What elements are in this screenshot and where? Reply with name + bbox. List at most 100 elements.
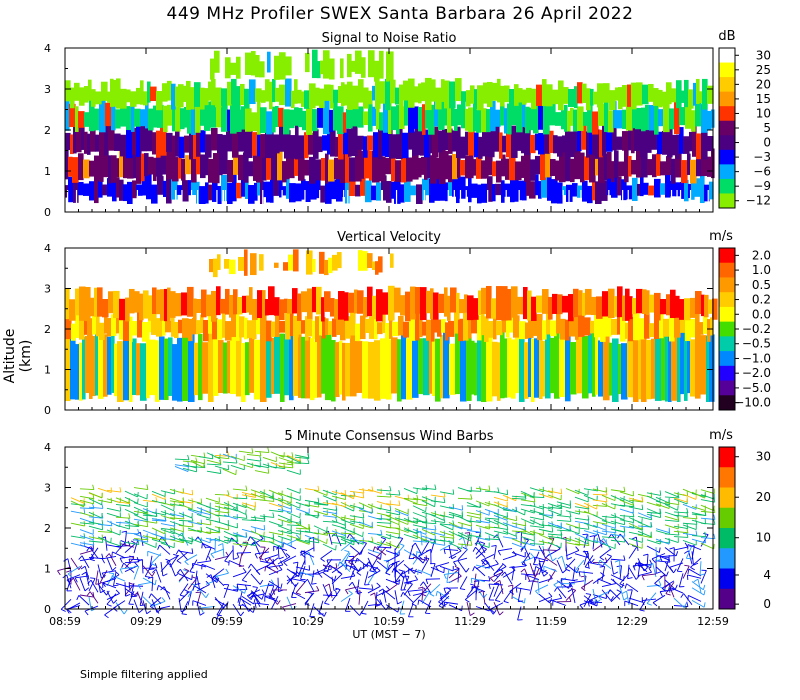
wind-barb bbox=[349, 494, 364, 499]
heatmap-gap bbox=[304, 190, 306, 204]
wind-barb-flag bbox=[248, 607, 253, 612]
wind-barb-flag bbox=[650, 562, 652, 568]
wind-barb-flag bbox=[111, 551, 113, 557]
wind-barb bbox=[160, 562, 164, 577]
wind-barb bbox=[358, 542, 367, 556]
wind-barb-flag bbox=[509, 591, 515, 595]
wind-barb bbox=[655, 503, 670, 509]
heatmap-cell bbox=[598, 147, 605, 183]
wind-barb-flag bbox=[600, 538, 604, 543]
wind-barb bbox=[142, 499, 157, 503]
wind-barb-flag bbox=[320, 558, 325, 562]
wind-barb-flag bbox=[66, 570, 72, 573]
wind-barb bbox=[250, 516, 265, 520]
heatmap-cell bbox=[649, 105, 655, 131]
heatmap-cell bbox=[588, 333, 593, 394]
heatmap-cell bbox=[608, 110, 614, 133]
wind-barb bbox=[475, 500, 490, 507]
heatmap-cell bbox=[120, 88, 127, 109]
wind-barb bbox=[304, 499, 319, 504]
heatmap-cell bbox=[92, 335, 96, 397]
heatmap-cell bbox=[232, 174, 237, 202]
heatmap-cell bbox=[238, 256, 245, 271]
wind-barb bbox=[238, 463, 253, 469]
heatmap-cell bbox=[452, 130, 457, 152]
heatmap-cell bbox=[412, 148, 419, 180]
wind-barb bbox=[223, 536, 238, 542]
heatmap-cell bbox=[456, 126, 461, 158]
heatmap-cell bbox=[640, 176, 644, 197]
heatmap-cell bbox=[704, 294, 709, 318]
heatmap-cell bbox=[282, 186, 287, 196]
wind-barb bbox=[187, 521, 202, 526]
figure-title: 449 MHz Profiler SWEX Santa Barbara 26 A… bbox=[166, 4, 634, 24]
heatmap-cell bbox=[274, 55, 280, 80]
heatmap-cell bbox=[524, 150, 531, 182]
wind-barb bbox=[142, 535, 157, 540]
wind-barb-flag bbox=[254, 603, 257, 609]
wind-barb bbox=[610, 503, 625, 507]
heatmap-cell bbox=[205, 155, 209, 176]
heatmap-cell bbox=[648, 185, 655, 196]
heatmap-cell bbox=[562, 295, 569, 313]
heatmap-cell bbox=[687, 153, 691, 175]
heatmap-cell bbox=[123, 330, 130, 401]
heatmap-cell bbox=[535, 133, 539, 151]
heatmap-cell bbox=[418, 157, 422, 178]
wind-barb-flag bbox=[219, 468, 222, 474]
heatmap-cell bbox=[117, 341, 124, 402]
heatmap-cell bbox=[187, 99, 192, 134]
heatmap-cell bbox=[309, 156, 316, 184]
wind-barb-flag bbox=[156, 585, 159, 591]
heatmap-cell bbox=[315, 87, 320, 106]
wind-barb-flag bbox=[86, 546, 90, 552]
wind-barb-flag bbox=[60, 608, 66, 612]
heatmap-cell bbox=[434, 100, 439, 127]
heatmap-cell bbox=[295, 124, 299, 160]
wind-barb bbox=[385, 562, 396, 574]
heatmap-cell bbox=[171, 173, 178, 200]
heatmap-gap bbox=[343, 190, 345, 204]
heatmap-cell bbox=[181, 158, 186, 181]
wind-barb-flag bbox=[278, 565, 283, 570]
wind-barb bbox=[214, 526, 229, 531]
heatmap-cell bbox=[389, 311, 393, 339]
heatmap-cell bbox=[345, 316, 351, 339]
heatmap-cell bbox=[465, 108, 469, 131]
wind-barb bbox=[178, 503, 193, 510]
wind-barb-flag bbox=[435, 566, 439, 571]
wind-barb bbox=[295, 508, 310, 514]
heatmap-cell bbox=[607, 151, 612, 179]
heatmap-cell bbox=[83, 183, 90, 196]
heatmap-cell bbox=[633, 332, 639, 402]
wind-barb-flag bbox=[104, 614, 109, 619]
heatmap-cell bbox=[492, 341, 498, 397]
wind-barb-flag bbox=[479, 541, 485, 544]
heatmap-cell bbox=[603, 83, 610, 103]
heatmap-cell bbox=[465, 131, 469, 156]
wind-barb bbox=[673, 525, 688, 530]
wind-barb bbox=[412, 520, 427, 523]
heatmap-cell bbox=[312, 109, 318, 132]
heatmap-cell bbox=[660, 183, 666, 195]
wind-barb bbox=[205, 497, 220, 503]
heatmap-cell bbox=[386, 339, 392, 400]
heatmap-cell bbox=[696, 158, 702, 177]
colorbar-label: 0.0 bbox=[752, 307, 771, 321]
wind-barb bbox=[673, 498, 688, 505]
heatmap-cell bbox=[455, 78, 462, 102]
wind-barb-flag bbox=[506, 529, 509, 535]
wind-barb-flag bbox=[356, 572, 362, 576]
wind-barb bbox=[88, 540, 103, 543]
heatmap-cell bbox=[159, 336, 165, 400]
wind-barb bbox=[597, 533, 603, 548]
heatmap-cell bbox=[304, 132, 309, 159]
wind-barb bbox=[160, 527, 175, 531]
heatmap-cell bbox=[429, 127, 433, 154]
heatmap-cell bbox=[522, 89, 527, 105]
wind-barb-flag bbox=[381, 590, 385, 596]
heatmap-cell bbox=[612, 124, 617, 151]
heatmap-cell bbox=[506, 125, 512, 158]
wind-barb bbox=[646, 501, 661, 507]
heatmap-cell bbox=[324, 291, 331, 312]
